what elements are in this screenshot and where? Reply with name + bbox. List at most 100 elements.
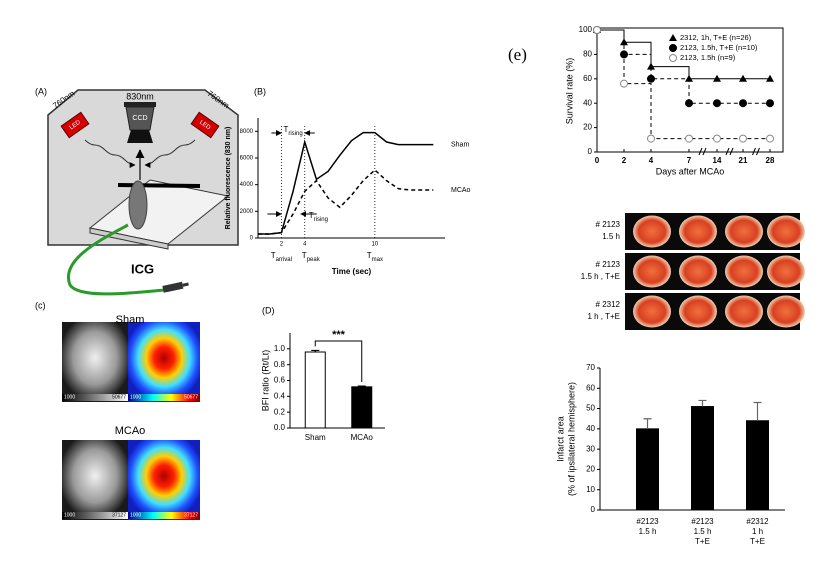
- image-title: Sham: [116, 314, 145, 326]
- y-tick-label: 0.8: [274, 360, 286, 369]
- series-line: [597, 29, 770, 80]
- y-axis-label: BFI ratio (Rt/Lt): [260, 350, 270, 412]
- y-tick-label: 0: [591, 505, 596, 514]
- marker: [593, 26, 601, 34]
- x-tick-label: T+E: [695, 537, 710, 546]
- y-tick-label: 2000: [240, 209, 254, 215]
- camera-lens: [127, 130, 153, 143]
- y-tick-label: 0.6: [274, 376, 286, 385]
- axis-break: [752, 147, 760, 156]
- x-axis-label: Days after MCAo: [656, 166, 725, 176]
- y-tick-label: 60: [583, 74, 592, 83]
- x-tick-label: 1 h: [752, 527, 763, 536]
- scale-label: 37127: [112, 512, 126, 518]
- y-tick-label: 0.4: [274, 391, 286, 400]
- brain-slice: [725, 295, 763, 328]
- camera-label: CCD: [132, 115, 147, 122]
- colorbar: [62, 394, 128, 401]
- slice-label: # 2312: [596, 300, 621, 309]
- plot-frame: [596, 27, 784, 153]
- marker: [647, 74, 655, 83]
- image-row: 1000 37127 1000 37127 MCAo: [62, 425, 200, 520]
- y-tick-label: 70: [586, 363, 595, 372]
- y-tick-label: 50: [586, 404, 595, 413]
- marker: [766, 74, 774, 82]
- panel-label: (B): [254, 86, 266, 96]
- brain-slice: [725, 255, 763, 288]
- legend-marker: [669, 54, 677, 62]
- x-tick-label: #2123: [636, 517, 659, 526]
- syringe: [162, 281, 189, 293]
- y-tick-label: 30: [586, 444, 595, 453]
- y-axis-label-line: Infarct area: [556, 416, 566, 462]
- annotation-sub: rising: [288, 131, 302, 137]
- brain-slice: [725, 215, 763, 248]
- y-axis-label-line: (% of ipsilateral hemisphere): [567, 382, 577, 496]
- legend-marker: [669, 34, 677, 41]
- annotation-sub: max: [372, 257, 383, 263]
- error-bar: [311, 349, 320, 352]
- y-tick-label: 10: [586, 485, 595, 494]
- panel-label: (A): [35, 86, 47, 96]
- syringe-body: [162, 281, 184, 293]
- significance-bracket: [314, 340, 363, 383]
- y-axis-label: Infarct area(% of ipsilateral hemisphere…: [556, 382, 577, 496]
- heatmap-image: [128, 440, 200, 520]
- colorbar: [128, 512, 200, 519]
- x-tick-label: 1.5 h: [694, 527, 712, 536]
- colorbar: [128, 394, 200, 401]
- annotation: Tarrival: [271, 251, 292, 262]
- y-tick-label: 80: [583, 50, 592, 59]
- x-tick-label: Sham: [305, 433, 326, 442]
- slice-panel: # 2123 1.5 h # 2123 1.5 h , T+E # 2312 1 h , …: [581, 213, 805, 330]
- annotation: Tpeak: [302, 251, 321, 262]
- annotation-main: T: [309, 211, 314, 220]
- led-label: LED: [198, 120, 212, 132]
- slice-label: # 2123: [596, 220, 621, 229]
- camera-top: [124, 102, 156, 107]
- bar: [351, 386, 373, 429]
- y-tick-label: 6000: [240, 156, 254, 162]
- y-tick-label: 8000: [240, 129, 254, 135]
- x-axis-label: Time (sec): [332, 267, 372, 276]
- led-right: LED: [190, 111, 220, 139]
- y-tick-label: 20: [583, 123, 592, 132]
- error-bar: [698, 399, 707, 407]
- scale-label: 50677: [112, 394, 126, 400]
- y-tick-label: 4000: [240, 182, 254, 188]
- image-row: 1000 50677 1000 50677 Sham: [62, 314, 200, 402]
- brain-slice: [633, 295, 671, 328]
- led: [190, 111, 220, 139]
- marker: [766, 134, 774, 143]
- brain-slice: [679, 295, 717, 328]
- brain-slice: [679, 255, 717, 288]
- x-tick-label: 2: [622, 156, 627, 165]
- y-tick-label: 0: [250, 236, 254, 242]
- led-label: LED: [69, 119, 83, 131]
- series-line: [597, 29, 770, 104]
- x-tick-label: 4: [303, 242, 307, 248]
- brain-slice: [767, 255, 805, 288]
- tube: [66, 223, 166, 296]
- marker: [739, 134, 747, 143]
- error-bar: [643, 418, 652, 429]
- y-tick-label: 20: [586, 465, 595, 474]
- x-tick-label: MCAo: [351, 433, 374, 442]
- light-wave: [84, 139, 136, 168]
- annotation: Tmax: [367, 251, 383, 262]
- series-line: [258, 131, 434, 235]
- scale-label: 1000: [64, 394, 75, 400]
- x-tick-label: 2: [280, 242, 284, 248]
- annotation-main: T: [302, 251, 307, 260]
- annotation-main: T: [367, 251, 372, 260]
- x-tick-label: 7: [687, 156, 692, 165]
- panel-label: (c): [35, 300, 46, 310]
- marker: [713, 99, 721, 108]
- scale-label: 37127: [184, 512, 198, 518]
- axis-break: [725, 147, 734, 156]
- marker: [766, 99, 774, 108]
- marker: [739, 74, 747, 82]
- x-tick-label: 4: [649, 156, 654, 165]
- annotation-main: T: [283, 125, 288, 134]
